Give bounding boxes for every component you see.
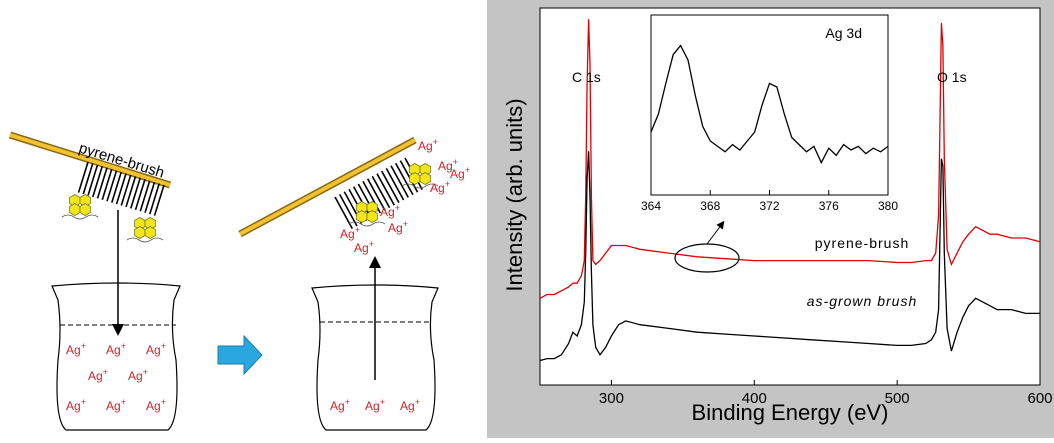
x-tick-label: 364 (641, 199, 661, 213)
ion-symbol: Ag (365, 399, 380, 413)
bristle (155, 185, 164, 216)
bristle (140, 181, 149, 212)
ion-charge: + (403, 219, 408, 229)
x-tick-label: 368 (700, 199, 720, 213)
ion-charge: + (465, 165, 470, 175)
bristle (126, 176, 135, 207)
peak-label: C 1s (572, 69, 601, 85)
bristle (102, 169, 111, 200)
ion-charge: + (433, 137, 438, 147)
ion-charge: + (345, 397, 350, 407)
pyrene-ring (410, 173, 420, 185)
x-tick-label: 376 (819, 199, 839, 213)
y-axis-label: Intensity (arb. units) (502, 98, 527, 291)
pyrene-ring (420, 173, 430, 185)
ion-charge: + (81, 341, 86, 351)
ion-charge: + (380, 397, 385, 407)
bristle (112, 172, 121, 203)
inset-title: Ag 3d (825, 25, 862, 41)
ion-symbol: Ag (450, 167, 465, 181)
ion-label: Ag+ (450, 165, 470, 181)
ion-label: Ag+ (418, 137, 438, 153)
ion-charge: + (121, 397, 126, 407)
ion-charge: + (453, 157, 458, 167)
ion-charge: + (121, 341, 126, 351)
x-axis-label: Binding Energy (eV) (692, 400, 889, 425)
x-tick-label: 400 (742, 390, 767, 407)
ion-symbol: Ag (66, 343, 81, 357)
ion-symbol: Ag (380, 205, 395, 219)
ion-symbol: Ag (106, 343, 121, 357)
ion-label: Ag+ (340, 225, 360, 241)
ion-symbol: Ag (128, 369, 143, 383)
process-arrow (218, 336, 262, 374)
brush-handle (240, 140, 415, 234)
ion-charge: + (103, 367, 108, 377)
pyrene-ring (135, 227, 145, 239)
bristle (93, 166, 102, 197)
ion-charge: + (161, 397, 166, 407)
bristle (79, 162, 88, 193)
ion-symbol: Ag (388, 221, 403, 235)
ion-label: Ag+ (430, 179, 450, 195)
ion-symbol: Ag (340, 227, 355, 241)
bristle (117, 174, 126, 205)
bristle (131, 178, 140, 209)
schematic: pyrene-brush Ag+Ag+Ag+Ag+Ag+Ag+Ag+Ag+Ag+… (10, 135, 470, 430)
ion-charge: + (161, 341, 166, 351)
pyrene-ring (70, 204, 80, 216)
ion-symbol: Ag (430, 181, 445, 195)
inset-area (651, 15, 888, 195)
ion-label: Ag+ (380, 203, 400, 219)
pyrene-ring (357, 211, 367, 223)
legend-label: as-grown brush (807, 293, 918, 309)
ion-symbol: Ag (400, 399, 415, 413)
tether (62, 215, 98, 219)
bristle (83, 163, 92, 194)
ion-symbol: Ag (106, 399, 121, 413)
ion-symbol: Ag (146, 399, 161, 413)
ion-symbol: Ag (88, 369, 103, 383)
ion-symbol: Ag (66, 399, 81, 413)
ion-symbol: Ag (354, 241, 369, 255)
ion-charge: + (369, 239, 374, 249)
ion-charge: + (415, 397, 420, 407)
pyrene-ring (367, 211, 377, 223)
ion-label: Ag+ (354, 239, 374, 255)
pyrene-ring (80, 204, 90, 216)
x-tick-label: 300 (599, 390, 624, 407)
ion-symbol: Ag (146, 343, 161, 357)
ion-charge: + (395, 203, 400, 213)
bristle (145, 182, 154, 213)
ion-charge: + (81, 397, 86, 407)
bristle (150, 184, 159, 215)
x-tick-label: 372 (759, 199, 779, 213)
bristle (88, 165, 97, 196)
ion-symbol: Ag (330, 399, 345, 413)
ion-charge: + (143, 367, 148, 377)
bristle (107, 171, 116, 202)
ion-charge: + (355, 225, 360, 235)
x-tick-label: 500 (885, 390, 910, 407)
x-tick-label: 600 (1027, 390, 1052, 407)
ion-symbol: Ag (418, 139, 433, 153)
tether (127, 238, 163, 242)
x-tick-label: 380 (878, 199, 898, 213)
pyrene-ring (145, 227, 155, 239)
bristle (98, 168, 107, 199)
bristle (121, 175, 130, 206)
bristle (136, 179, 145, 210)
peak-label: O 1s (937, 69, 967, 85)
figure: pyrene-brush Ag+Ag+Ag+Ag+Ag+Ag+Ag+Ag+Ag+… (0, 0, 1054, 438)
ion-label: Ag+ (388, 219, 408, 235)
legend-label: pyrene-brush (815, 235, 910, 251)
